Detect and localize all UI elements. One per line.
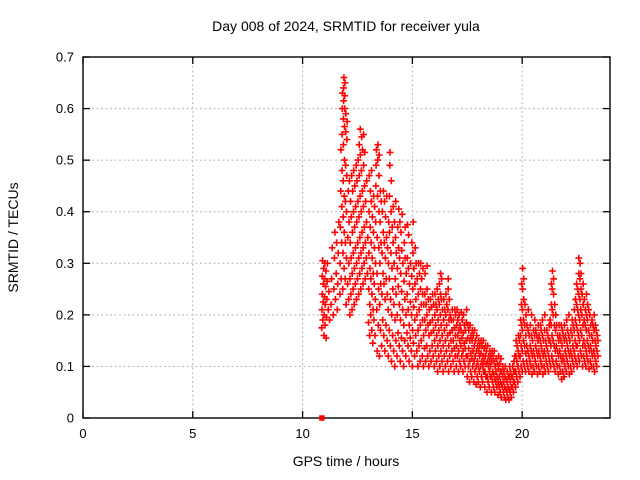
y-tick-label: 0.3 — [56, 256, 74, 271]
x-tick-label: 10 — [295, 426, 309, 441]
x-tick-label: 15 — [405, 426, 419, 441]
x-tick-label: 5 — [189, 426, 196, 441]
y-axis-label: SRMTID / TECUs — [5, 182, 21, 292]
y-tick-label: 0.6 — [56, 101, 74, 116]
tick-labels: 0 5 10 15 20 0 0.1 0.2 0.3 0.4 0.5 0.6 0.7 — [56, 50, 529, 442]
scatter-point-square — [319, 415, 325, 421]
y-tick-label: 0.2 — [56, 307, 74, 322]
x-tick-label: 20 — [515, 426, 529, 441]
chart-title: Day 008 of 2024, SRMTID for receiver yul… — [212, 18, 480, 34]
y-tick-label: 0.4 — [56, 204, 74, 219]
scatter-points-plus — [318, 74, 602, 404]
plot-border — [82, 56, 611, 419]
data-points — [318, 74, 602, 421]
y-tick-label: 0 — [67, 411, 74, 426]
x-axis-label: GPS time / hours — [293, 453, 400, 469]
tick-marks — [82, 56, 610, 419]
y-tick-label: 0.5 — [56, 153, 74, 168]
y-tick-label: 0.1 — [56, 359, 74, 374]
x-tick-label: 0 — [79, 426, 86, 441]
y-tick-label: 0.7 — [56, 50, 74, 65]
gridlines — [83, 57, 610, 418]
